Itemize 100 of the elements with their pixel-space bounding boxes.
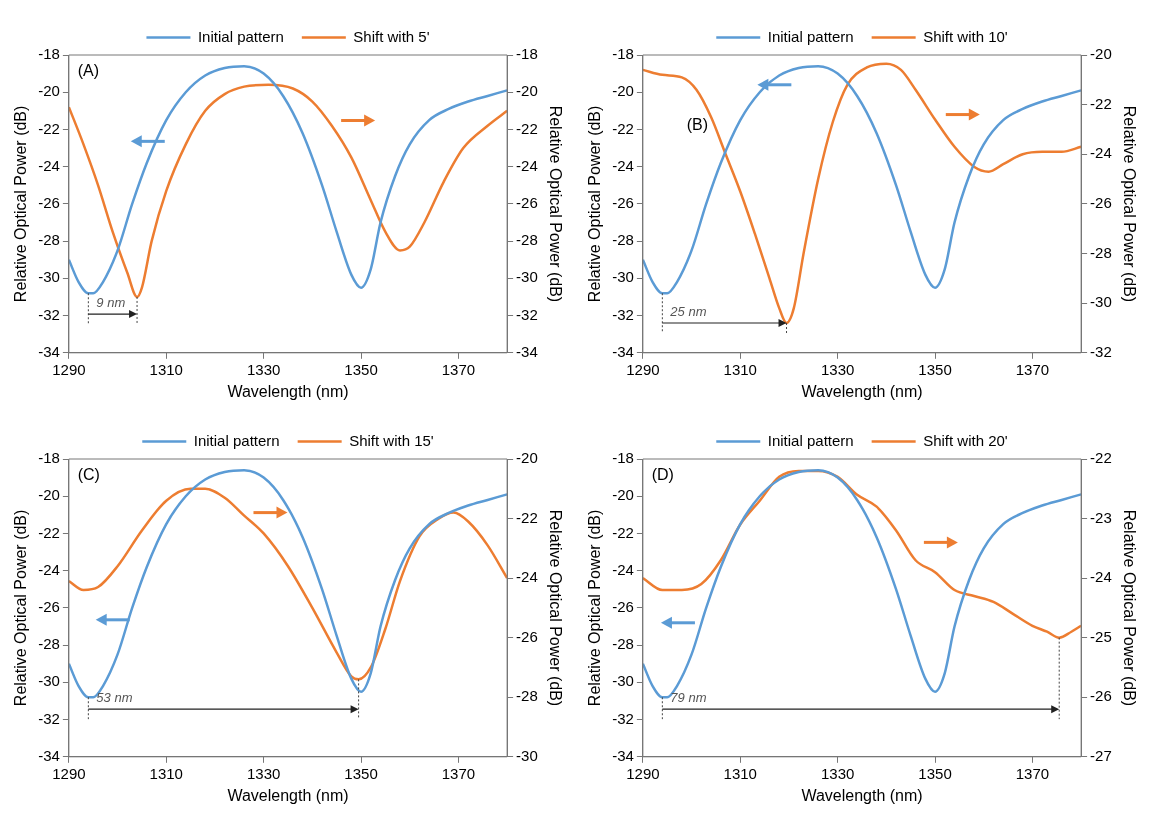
- y2-tick-label: -27: [1090, 746, 1112, 764]
- x-tick-label: 1350: [918, 764, 952, 782]
- y2-tick-label: -20: [516, 449, 538, 467]
- y2-tick-label: -34: [516, 342, 538, 360]
- y-tick-label: -22: [38, 119, 60, 137]
- x-tick-label: 1330: [246, 764, 281, 782]
- x-tick-label: 1310: [723, 360, 757, 378]
- legend-label: Shift with 5': [353, 27, 430, 45]
- y-axis-title: Relative Optical Power (dB): [586, 509, 604, 707]
- y2-tick-label: -25: [1090, 627, 1112, 645]
- y-tick-label: -34: [38, 342, 60, 360]
- x-tick-label: 1370: [1015, 360, 1050, 378]
- y2-tick-label: -26: [516, 627, 538, 645]
- y-tick-label: -34: [612, 342, 634, 360]
- y2-axis-title: Relative Optical Power (dB): [546, 509, 564, 707]
- x-tick-label: 1310: [149, 764, 183, 782]
- y-tick-label: -30: [38, 268, 60, 286]
- y2-tick-label: -18: [516, 45, 538, 63]
- y-tick-label: -28: [612, 231, 634, 249]
- y-tick-label: -30: [38, 672, 60, 690]
- x-tick-label: 1330: [820, 764, 855, 782]
- y-tick-label: -20: [612, 486, 634, 504]
- y-tick-label: -22: [612, 119, 634, 137]
- y-tick-label: -18: [38, 45, 60, 63]
- y2-tick-label: -24: [1090, 568, 1112, 586]
- y2-tick-label: -22: [516, 119, 538, 137]
- y2-tick-label: -24: [516, 156, 538, 174]
- x-axis-title: Wavelength (nm): [227, 382, 349, 400]
- legend-label: Initial pattern: [193, 431, 280, 449]
- y2-tick-label: -20: [1090, 45, 1112, 63]
- y-tick-label: -32: [612, 305, 634, 323]
- x-tick-label: 1290: [52, 360, 86, 378]
- y-tick-label: -30: [612, 672, 634, 690]
- y2-tick-label: -23: [1090, 508, 1112, 526]
- y-axis-title: Relative Optical Power (dB): [12, 509, 30, 707]
- x-tick-label: 1370: [441, 764, 476, 782]
- x-tick-label: 1310: [723, 764, 757, 782]
- x-axis-title: Wavelength (nm): [227, 786, 349, 804]
- legend-label: Shift with 10': [923, 27, 1008, 45]
- y2-axis-title: Relative Optical Power (dB): [1120, 509, 1138, 707]
- y-tick-label: -20: [612, 82, 634, 100]
- x-tick-label: 1370: [1015, 764, 1050, 782]
- y-tick-label: -34: [38, 746, 60, 764]
- y2-tick-label: -30: [516, 268, 538, 286]
- y2-tick-label: -30: [516, 746, 538, 764]
- y-tick-label: -26: [612, 598, 634, 616]
- y2-axis-title: Relative Optical Power (dB): [546, 105, 564, 303]
- y-tick-label: -28: [612, 635, 634, 653]
- x-axis-title: Wavelength (nm): [801, 382, 923, 400]
- legend-label: Shift with 15': [349, 431, 434, 449]
- y-tick-label: -32: [612, 709, 634, 727]
- y-axis-title: Relative Optical Power (dB): [12, 105, 30, 303]
- annotation: 53 nm: [96, 690, 133, 706]
- annotation: 9 nm: [96, 295, 126, 311]
- y-tick-label: -34: [612, 746, 634, 764]
- y-tick-label: -32: [38, 305, 60, 323]
- x-tick-label: 1370: [441, 360, 476, 378]
- x-axis-title: Wavelength (nm): [801, 786, 923, 804]
- y2-tick-label: -20: [516, 82, 538, 100]
- y-tick-label: -30: [612, 268, 634, 286]
- y-tick-label: -22: [38, 523, 60, 541]
- legend-label: Shift with 20': [923, 431, 1008, 449]
- y-tick-label: -20: [38, 82, 60, 100]
- y2-axis-title: Relative Optical Power (dB): [1120, 105, 1138, 303]
- y-axis-title: Relative Optical Power (dB): [586, 105, 604, 303]
- annotation: (D): [651, 466, 674, 484]
- y2-tick-label: -26: [1090, 194, 1112, 212]
- annotation: (A): [77, 62, 99, 80]
- y-tick-label: -18: [612, 449, 634, 467]
- x-tick-label: 1330: [820, 360, 855, 378]
- y-tick-label: -24: [38, 560, 60, 578]
- legend-label: Initial pattern: [197, 27, 284, 45]
- x-tick-label: 1310: [149, 360, 183, 378]
- x-tick-label: 1350: [918, 360, 952, 378]
- y2-tick-label: -26: [516, 194, 538, 212]
- y2-tick-label: -28: [516, 687, 538, 705]
- y-tick-label: -26: [612, 194, 634, 212]
- y-tick-label: -22: [612, 523, 634, 541]
- legend-label: Initial pattern: [767, 27, 854, 45]
- annotation: 25 nm: [669, 304, 707, 320]
- y-tick-label: -18: [612, 45, 634, 63]
- y2-tick-label: -24: [516, 568, 538, 586]
- annotation: (C): [77, 466, 100, 484]
- y2-tick-label: -32: [1090, 342, 1112, 360]
- y-tick-label: -24: [612, 156, 634, 174]
- y2-tick-label: -30: [1090, 293, 1112, 311]
- x-tick-label: 1290: [626, 764, 660, 782]
- y2-tick-label: -28: [1090, 243, 1112, 261]
- legend-label: Initial pattern: [767, 431, 854, 449]
- y-tick-label: -18: [38, 449, 60, 467]
- y-tick-label: -32: [38, 709, 60, 727]
- y2-tick-label: -26: [1090, 687, 1112, 705]
- y-tick-label: -26: [38, 598, 60, 616]
- y2-tick-label: -22: [1090, 449, 1112, 467]
- y-tick-label: -24: [612, 560, 634, 578]
- x-tick-label: 1350: [344, 360, 378, 378]
- y2-tick-label: -22: [516, 508, 538, 526]
- y2-tick-label: -28: [516, 231, 538, 249]
- y-tick-label: -20: [38, 486, 60, 504]
- x-tick-label: 1350: [344, 764, 378, 782]
